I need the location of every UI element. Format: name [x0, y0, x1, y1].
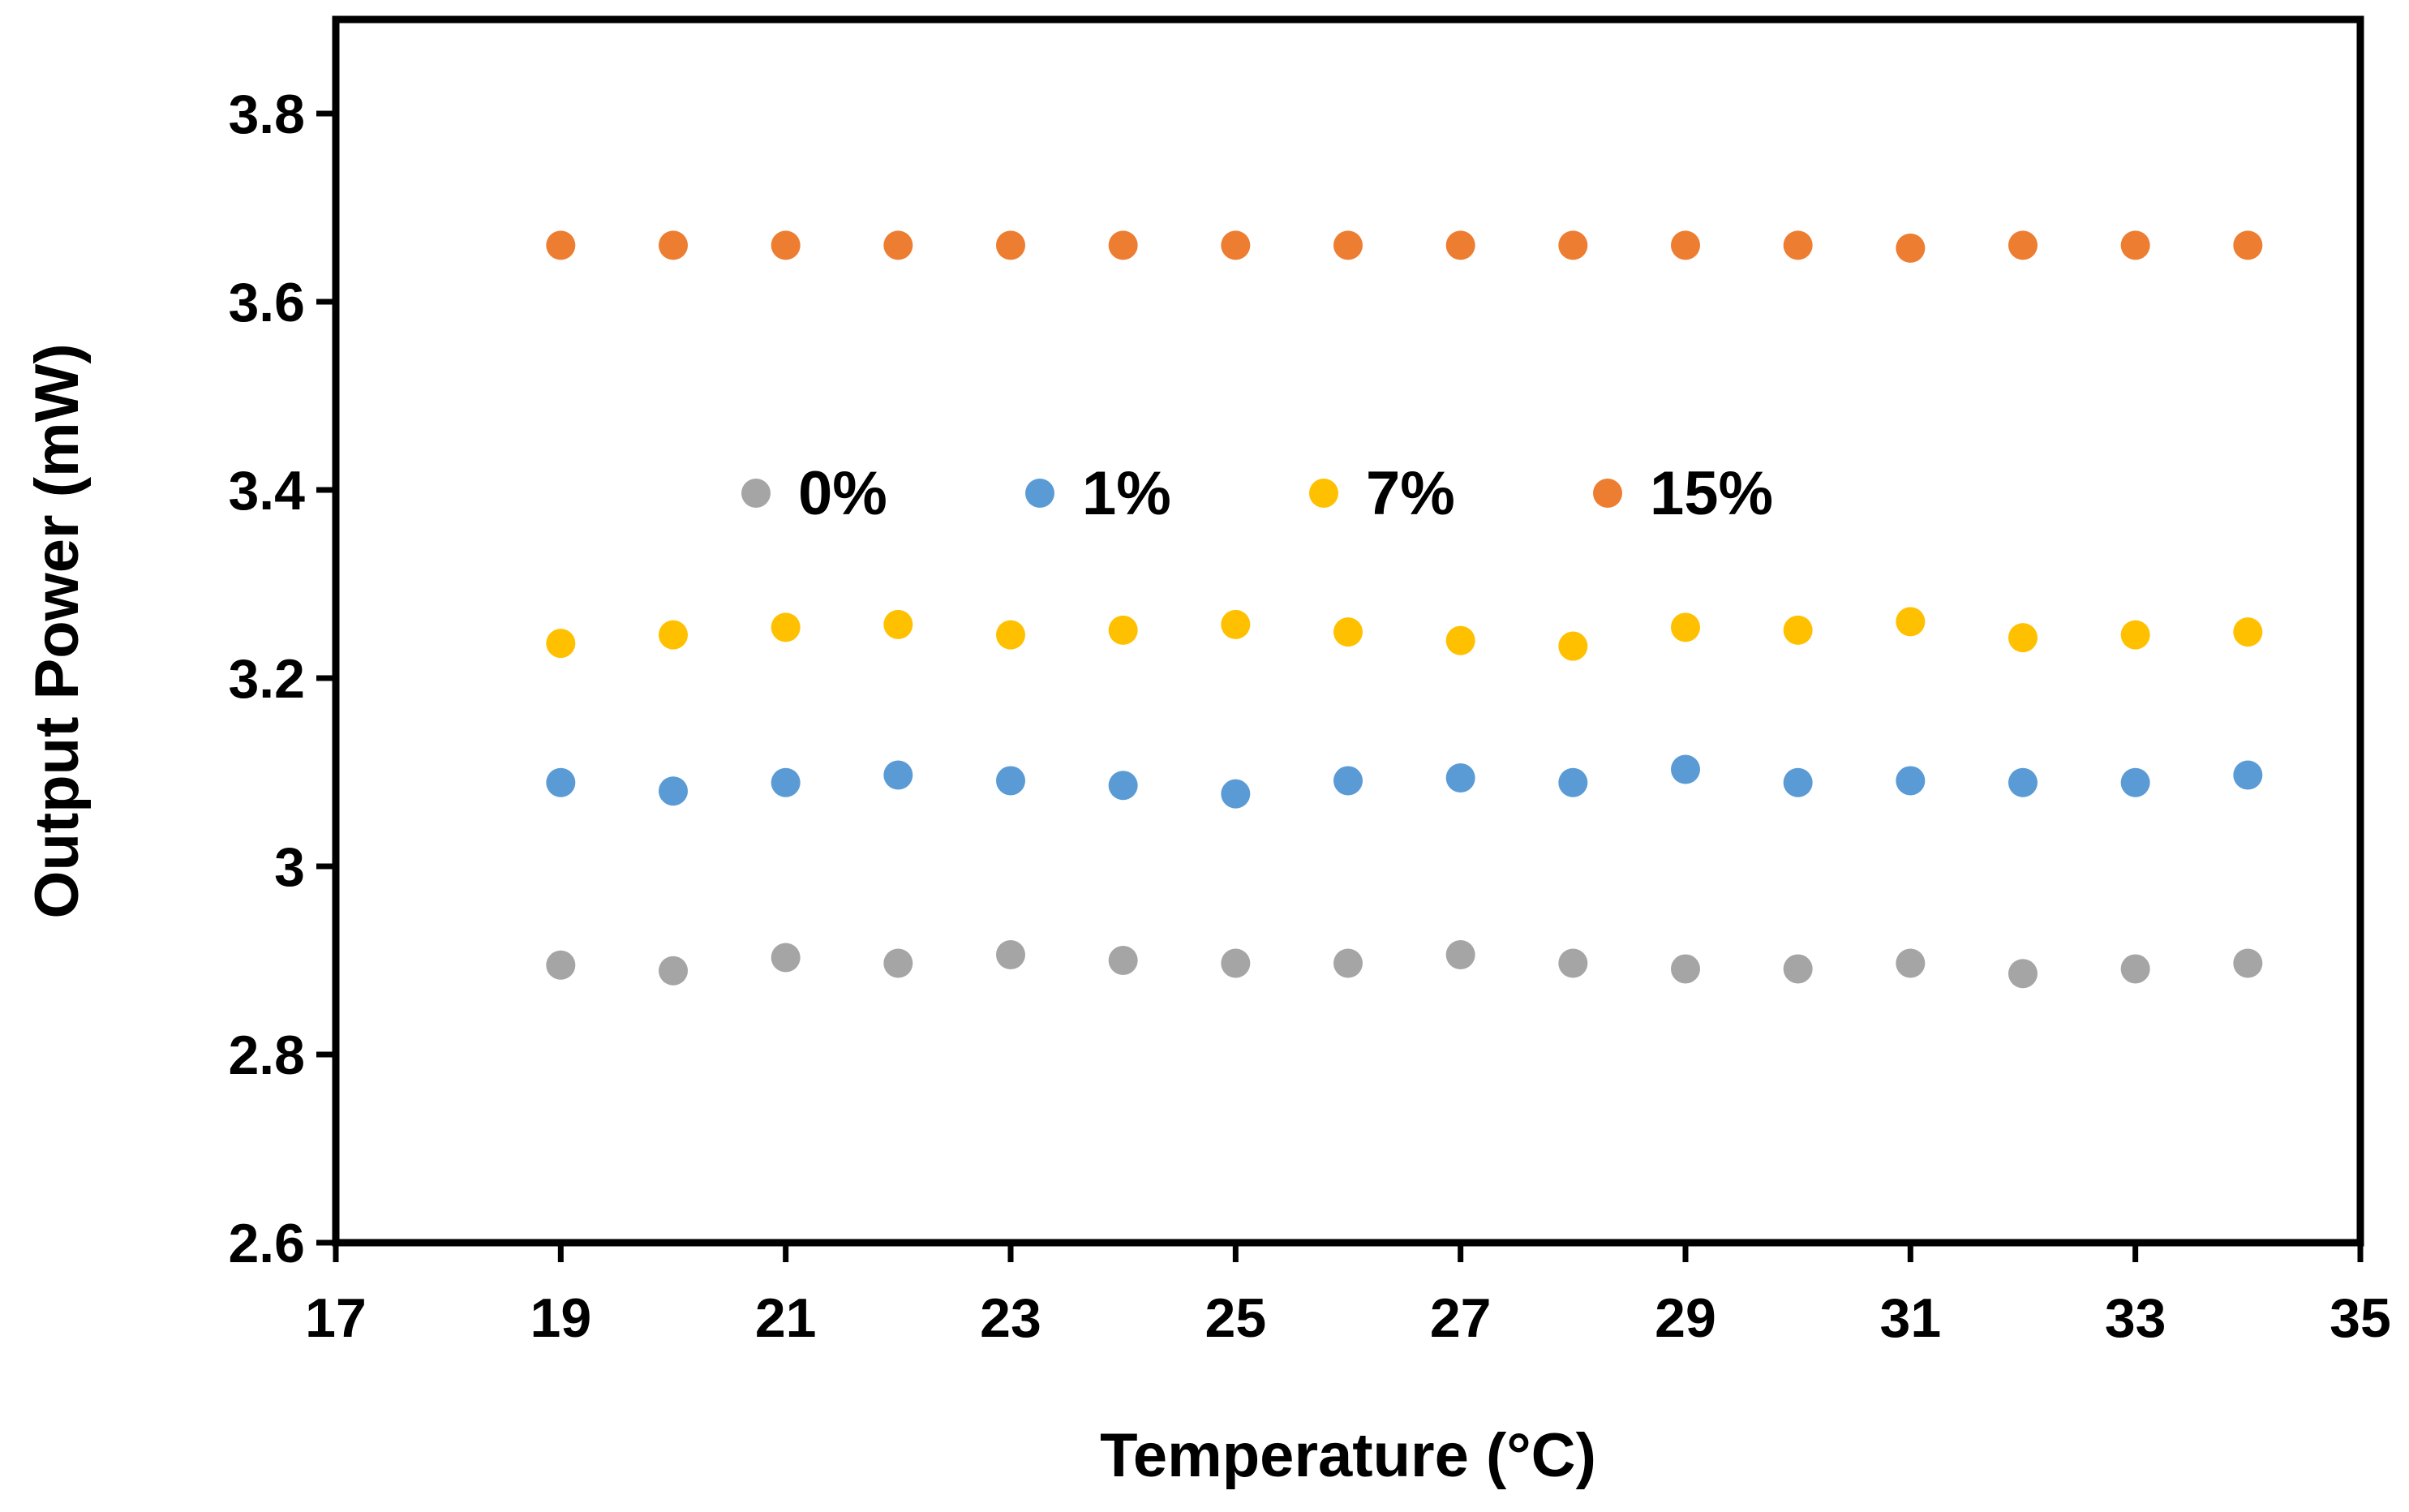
y-tick-label: 2.8: [228, 1024, 305, 1086]
data-point-0pct: [1671, 954, 1700, 984]
x-tick-label: 17: [305, 1287, 367, 1349]
legend-label: 7%: [1366, 459, 1455, 528]
data-point-1pct: [771, 767, 801, 797]
data-point-1pct: [546, 767, 576, 797]
data-point-15pct: [1783, 230, 1813, 260]
y-tick-label: 3: [274, 836, 305, 898]
axis-ticks: 2.6 2.8 3 3.2 3.4 3.6 3.8 17 19 21 23 25 27 29 31 33 35: [228, 84, 2390, 1349]
legend-label: 0%: [798, 459, 887, 528]
data-point-1pct: [996, 766, 1025, 796]
data-point-1pct: [659, 776, 688, 806]
data-point-1pct: [2120, 767, 2150, 797]
data-point-0pct: [546, 950, 576, 980]
data-points: [546, 230, 2263, 989]
data-point-15pct: [2120, 230, 2150, 260]
data-point-0pct: [1333, 948, 1363, 978]
data-point-7pct: [1445, 625, 1475, 655]
data-point-1pct: [1445, 762, 1475, 793]
x-tick-label: 25: [1205, 1287, 1267, 1349]
data-point-7pct: [1558, 631, 1588, 661]
data-point-1pct: [1558, 767, 1588, 797]
y-tick-label: 3.8: [228, 84, 305, 145]
data-point-0pct: [1783, 954, 1813, 984]
data-point-0pct: [996, 940, 1025, 970]
data-point-0pct: [659, 956, 688, 986]
legend-label: 1%: [1082, 459, 1171, 528]
data-point-15pct: [1221, 230, 1251, 260]
legend-label: 15%: [1650, 459, 1773, 528]
y-tick-label: 3.2: [228, 648, 305, 710]
plot-area-frame: [332, 15, 2364, 1247]
data-point-15pct: [2008, 230, 2038, 260]
data-point-0pct: [1221, 948, 1251, 978]
data-point-0pct: [883, 948, 913, 978]
x-tick-label: 19: [530, 1287, 592, 1349]
data-point-0pct: [2008, 959, 2038, 989]
y-tick-label: 2.6: [228, 1213, 305, 1274]
data-point-7pct: [1671, 612, 1700, 642]
legend-marker: [741, 479, 771, 508]
data-point-0pct: [1445, 940, 1475, 970]
data-point-15pct: [546, 230, 576, 260]
x-tick-label: 27: [1430, 1287, 1492, 1349]
data-point-1pct: [883, 760, 913, 790]
data-point-15pct: [1108, 230, 1138, 260]
data-point-1pct: [1333, 766, 1363, 796]
data-point-0pct: [2120, 954, 2150, 984]
data-point-15pct: [659, 230, 688, 260]
data-point-15pct: [1896, 233, 1926, 263]
data-point-7pct: [996, 620, 1025, 650]
data-point-0pct: [2233, 948, 2263, 978]
data-point-15pct: [1671, 230, 1700, 260]
data-point-7pct: [1333, 617, 1363, 647]
data-point-7pct: [1896, 607, 1926, 637]
x-tick-label: 35: [2330, 1287, 2391, 1349]
x-tick-label: 31: [1880, 1287, 1942, 1349]
data-point-0pct: [1558, 948, 1588, 978]
data-point-7pct: [2120, 620, 2150, 650]
x-tick-label: 29: [1655, 1287, 1716, 1349]
x-axis-title: Temperature (°C): [1100, 1421, 1596, 1490]
x-tick-label: 23: [980, 1287, 1041, 1349]
data-point-7pct: [883, 609, 913, 639]
data-point-15pct: [771, 230, 801, 260]
data-point-1pct: [2008, 767, 2038, 797]
data-point-15pct: [996, 230, 1025, 260]
data-point-1pct: [1221, 779, 1251, 809]
data-point-1pct: [1671, 754, 1700, 784]
data-point-7pct: [1221, 609, 1251, 639]
data-point-0pct: [771, 943, 801, 973]
legend: 0% 1% 7% 15%: [741, 459, 1773, 528]
data-point-15pct: [1333, 230, 1363, 260]
data-point-15pct: [883, 230, 913, 260]
data-point-1pct: [1783, 767, 1813, 797]
data-point-7pct: [1783, 615, 1813, 645]
data-point-0pct: [1896, 948, 1926, 978]
data-point-7pct: [546, 629, 576, 659]
data-point-7pct: [659, 620, 688, 650]
data-point-15pct: [1558, 230, 1588, 260]
data-point-7pct: [1108, 615, 1138, 645]
data-point-7pct: [771, 612, 801, 642]
data-point-0pct: [1108, 946, 1138, 975]
data-point-1pct: [2233, 760, 2263, 790]
legend-marker: [1309, 479, 1338, 508]
data-point-1pct: [1896, 766, 1926, 796]
data-point-7pct: [2008, 623, 2038, 653]
data-point-15pct: [1445, 230, 1475, 260]
legend-marker: [1025, 479, 1054, 508]
data-point-7pct: [2233, 617, 2263, 647]
y-axis-title: Output Power (mW): [23, 343, 92, 918]
legend-marker: [1593, 479, 1622, 508]
y-tick-label: 3.4: [228, 460, 305, 522]
x-tick-label: 21: [755, 1287, 817, 1349]
data-point-15pct: [2233, 230, 2263, 260]
data-point-1pct: [1108, 771, 1138, 801]
x-tick-label: 33: [2105, 1287, 2166, 1349]
y-tick-label: 3.6: [228, 272, 305, 333]
